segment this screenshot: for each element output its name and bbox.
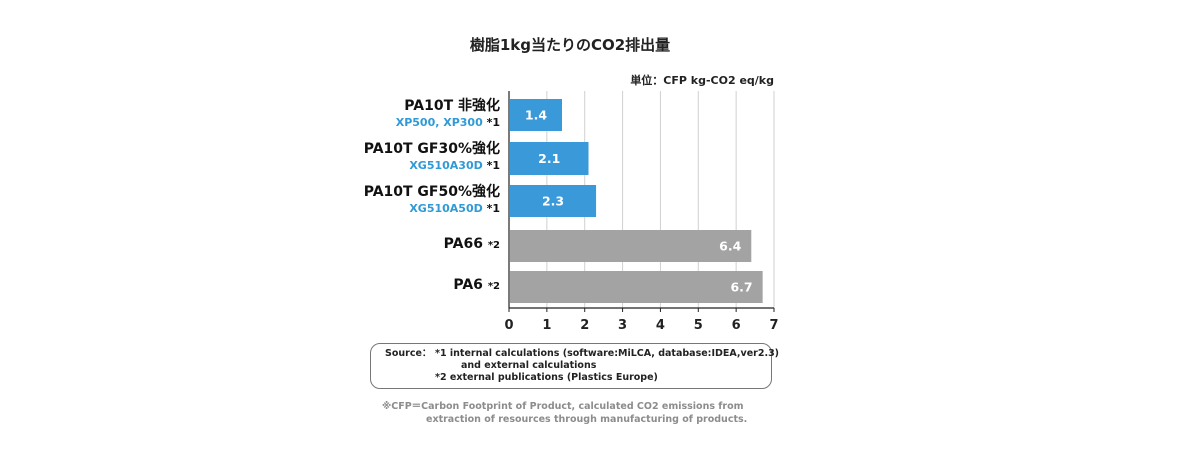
source-line-3: *2 external publications (Plastics Europ… — [435, 372, 658, 384]
category-label-pa10t-gf30: PA10T GF30%強化 XG510A30D *1 — [300, 141, 500, 172]
source-box: Source： *1 internal calculations (softwa… — [370, 343, 779, 389]
category-note: *1 — [486, 158, 500, 172]
category-note: *1 — [486, 201, 500, 215]
category-note: *2 — [487, 240, 500, 251]
bar — [510, 99, 562, 131]
bar — [510, 142, 589, 175]
bar-value-label: 6.4 — [719, 239, 741, 254]
bar-value-label: 6.7 — [730, 280, 752, 295]
category-grade: XG510A30D — [409, 158, 483, 172]
category-note: *1 — [486, 115, 500, 129]
category-name-line: PA6 *2 — [300, 277, 500, 295]
category-name: PA66 — [443, 236, 483, 252]
category-grade-line: XG510A50D *1 — [300, 202, 500, 216]
source-line-2: and external calculations — [461, 360, 597, 372]
category-label-pa66: PA66 *2 — [300, 236, 500, 254]
x-tick-label: 6 — [732, 318, 741, 333]
bar — [510, 230, 752, 262]
cfp-footnote: ※CFP＝Carbon Footprint of Product, calcul… — [382, 401, 802, 427]
x-tick-label: 3 — [618, 318, 627, 333]
bar-value-label: 2.3 — [542, 194, 564, 209]
category-name: PA10T 非強化 — [404, 98, 500, 114]
chart-title: 樹脂1kg当たりのCO2排出量 — [469, 36, 671, 54]
x-tick-label: 7 — [769, 318, 778, 333]
x-tick-label: 0 — [504, 318, 513, 333]
category-grade-line: XP500, XP300 *1 — [300, 116, 500, 130]
bar — [510, 271, 763, 303]
x-tick-label: 5 — [694, 318, 703, 333]
source-key: Source： — [385, 348, 432, 359]
category-note: *2 — [487, 281, 500, 292]
category-name-line: PA66 *2 — [300, 236, 500, 254]
unit-label: 単位：CFP kg-CO2 eq/kg — [630, 74, 774, 87]
source-line-1: *1 internal calculations (software:MiLCA… — [435, 348, 780, 359]
category-name: PA10T GF30%強化 — [363, 141, 500, 157]
category-grade: XP500, XP300 — [395, 115, 483, 129]
bar — [510, 185, 597, 217]
category-grade-line: XG510A30D *1 — [300, 159, 500, 173]
x-tick-label: 2 — [580, 318, 589, 333]
x-tick-label: 4 — [656, 318, 665, 333]
source-row: Source： *1 internal calculations (softwa… — [385, 348, 779, 360]
category-label-pa10t-gf50: PA10T GF50%強化 XG510A50D *1 — [300, 184, 500, 215]
x-tick-label: 1 — [542, 318, 551, 333]
category-label-pa10t-unreinforced: PA10T 非強化 XP500, XP300 *1 — [300, 98, 500, 129]
category-grade: XG510A50D — [409, 201, 483, 215]
footnote-line-2: extraction of resources through manufact… — [426, 413, 748, 425]
category-name: PA6 — [453, 277, 483, 293]
bar-value-label: 2.1 — [538, 151, 560, 166]
category-label-pa6: PA6 *2 — [300, 277, 500, 295]
footnote-line-1: ※CFP＝Carbon Footprint of Product, calcul… — [382, 401, 744, 412]
bar-value-label: 1.4 — [525, 108, 547, 123]
category-name: PA10T GF50%強化 — [363, 184, 500, 200]
